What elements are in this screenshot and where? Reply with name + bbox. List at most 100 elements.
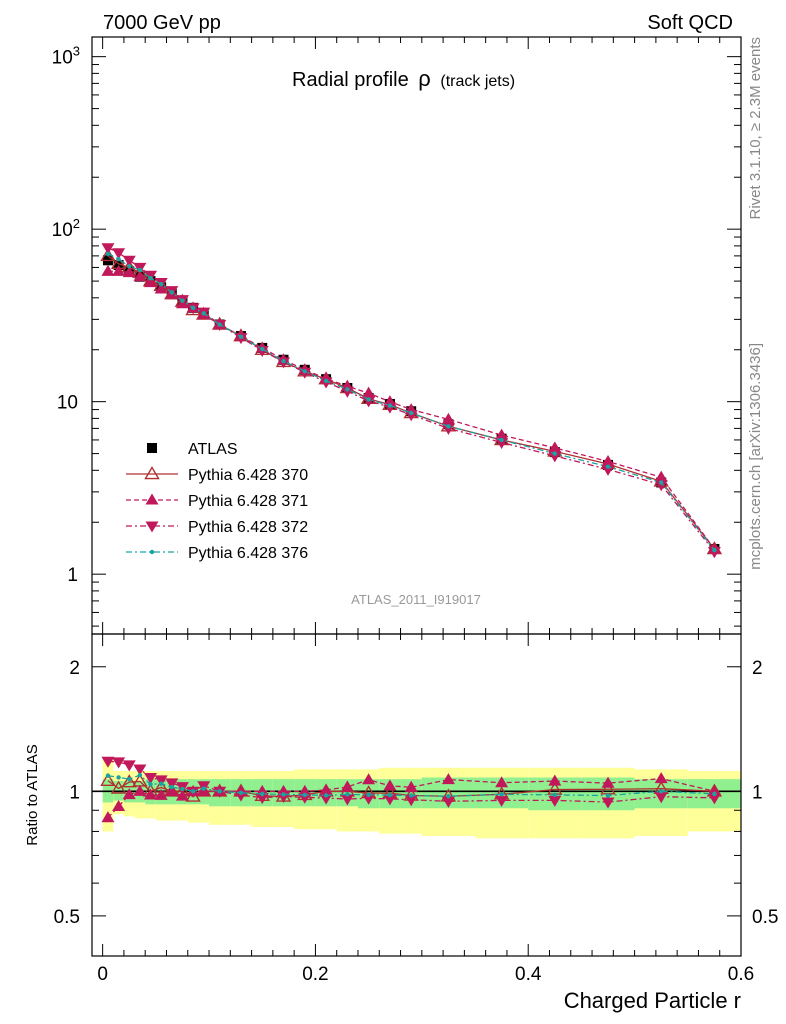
- data-point: [362, 386, 376, 398]
- x-axis-label: Charged Particle r: [564, 988, 741, 1013]
- data-point: [255, 345, 269, 357]
- ratio-point: [548, 774, 562, 786]
- ratio-panel-frame: [91, 633, 742, 957]
- data-point: [201, 311, 206, 316]
- data-point: [105, 251, 111, 256]
- ratio-y-tick-label-right: 0.5: [752, 907, 778, 928]
- legend-marker: [145, 493, 159, 505]
- ratio-point: [495, 795, 509, 807]
- ratio-point: [116, 775, 121, 780]
- legend-label: ATLAS: [188, 441, 238, 458]
- data-point: [446, 424, 451, 429]
- ratio-point: [137, 772, 143, 778]
- header-left: 7000 GeV pp: [103, 12, 221, 34]
- ratio-y-tick-label: 0.5: [54, 907, 80, 928]
- ratio-point: [281, 792, 286, 797]
- ratio-point: [340, 780, 354, 792]
- ratio-point: [154, 775, 168, 787]
- ratio-line: [107, 774, 715, 797]
- ratio-point: [601, 776, 615, 788]
- rivet-label: Rivet 3.1.10, ≥ 2.3M events: [747, 37, 764, 220]
- ratio-point: [260, 791, 265, 797]
- ratio-point: [255, 793, 269, 805]
- ratio-point: [366, 792, 371, 797]
- ratio-point: [122, 788, 136, 800]
- ratio-point: [105, 773, 111, 778]
- data-point: [659, 480, 664, 485]
- ratio-point: [190, 789, 196, 794]
- data-point: [383, 402, 397, 414]
- legend-marker: [145, 521, 159, 533]
- ratio-point: [548, 795, 562, 807]
- ratio-point: [499, 792, 504, 797]
- data-point: [441, 412, 455, 424]
- ratio-point: [601, 797, 615, 809]
- data-point: [495, 437, 509, 449]
- ratio-point: [345, 792, 350, 797]
- data-point: [180, 298, 185, 303]
- ratio-point: [121, 774, 137, 788]
- y-tick-label: 10: [57, 393, 78, 414]
- data-point: [340, 386, 354, 398]
- data-point: [707, 547, 721, 559]
- data-point: [552, 451, 558, 456]
- ratio-point: [319, 783, 333, 795]
- ratio-line: [107, 780, 715, 798]
- data-point: [548, 451, 562, 463]
- data-point: [190, 305, 196, 311]
- ratio-point: [362, 793, 376, 805]
- ratio-point: [659, 789, 664, 794]
- ratio-point: [712, 791, 717, 797]
- ratio-y-tick-label: 1: [69, 782, 80, 803]
- ratio-point: [707, 793, 721, 805]
- ratio-point: [148, 782, 153, 787]
- x-tick-label: 0.2: [302, 964, 328, 985]
- data-point: [101, 243, 115, 255]
- ratio-point: [101, 756, 115, 768]
- ratio-y-tick-label-right: 1: [752, 782, 763, 803]
- data-point: [387, 403, 393, 408]
- data-point: [122, 255, 136, 267]
- data-point: [345, 387, 350, 392]
- ratio-point: [112, 799, 126, 811]
- axes: 0 0.2 0.4 0.6 1 10 102 103 0.5 0.5 1 1 2 2: [52, 37, 778, 985]
- ratio-point: [495, 776, 509, 788]
- ratio-line: [107, 760, 715, 803]
- ratio-point: [323, 793, 329, 798]
- chart-title: Radial profile ρ (track jets): [292, 66, 515, 91]
- x-tick-label: 0.6: [728, 964, 754, 985]
- ratio-point: [165, 778, 179, 790]
- ratio-series: [92, 756, 741, 823]
- data-point: [404, 410, 418, 422]
- ratio-point: [441, 796, 455, 808]
- y-tick-label: 1: [67, 565, 78, 586]
- ratio-point: [165, 784, 179, 796]
- ratio-point: [201, 786, 206, 791]
- analysis-tag: ATLAS_2011_I919017: [351, 592, 481, 607]
- header-right: Soft QCD: [647, 12, 733, 34]
- ratio-point: [387, 792, 393, 798]
- data-point: [499, 437, 504, 443]
- mcplots-label: mcplots.cern.ch [arXiv:1306.3436]: [747, 343, 764, 570]
- data-point: [601, 454, 615, 467]
- data-point: [158, 281, 164, 287]
- ratio-point: [144, 788, 158, 800]
- data-point: [112, 248, 126, 260]
- data-point: [323, 378, 329, 384]
- ratio-point: [552, 792, 558, 798]
- data-point: [281, 358, 286, 364]
- ratio-point: [133, 784, 147, 796]
- chart-title-symbol: ρ: [418, 66, 431, 91]
- ratio-point: [404, 795, 418, 807]
- data-point: [362, 396, 376, 408]
- data-point: [495, 428, 509, 440]
- data-point: [408, 410, 414, 416]
- data-point: [654, 470, 668, 482]
- ratio-point: [319, 793, 333, 805]
- y-tick-label: 103: [52, 44, 80, 69]
- chart-title-suffix: (track jets): [440, 73, 515, 90]
- ratio-point: [127, 776, 132, 782]
- ratio-point: [340, 794, 354, 806]
- ratio-point: [302, 792, 307, 798]
- ratio-point: [707, 784, 721, 796]
